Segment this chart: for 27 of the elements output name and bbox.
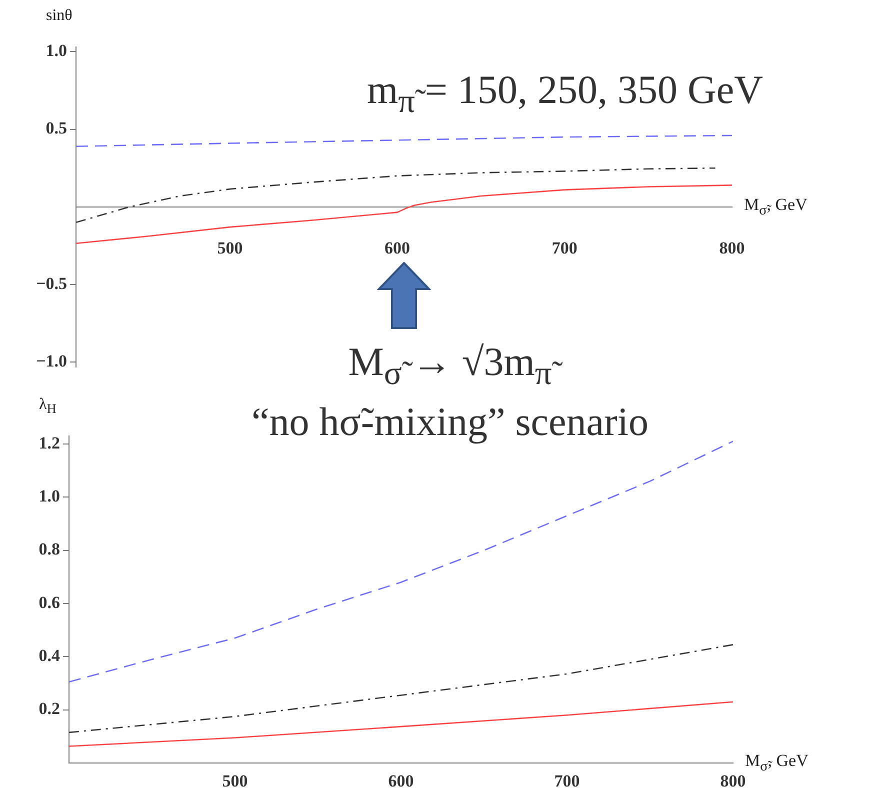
y-tick-label: 1.0 (38, 486, 60, 506)
x-tick-label: 500 (222, 772, 248, 791)
x-axis-title: M$_{σ̃}$, GeV (744, 194, 808, 220)
line-series (76, 134, 732, 148)
y-tick-label: 0.6 (38, 592, 60, 612)
y-tick-label: 0.2 (38, 699, 60, 718)
y-tick-label: −1.0 (36, 352, 67, 371)
line-series (76, 167, 716, 224)
y-tick-label: 1.0 (46, 41, 67, 60)
y-tick-label: 0.5 (46, 118, 67, 138)
x-tick-label: 800 (719, 238, 745, 258)
annotation: m$_{π̃}$ = 150, 250, 350 GeV (366, 66, 764, 121)
x-tick-label: 600 (388, 772, 414, 791)
y-tick-label: 1.2 (38, 433, 60, 452)
y-axis-title: λ$_{H}$ (39, 396, 56, 418)
x-tick-label: 500 (217, 238, 243, 258)
x-axis-title: M$_{σ̃}$, GeV (745, 751, 808, 775)
y-tick-label: 0.8 (38, 540, 60, 559)
x-tick-label: 700 (554, 772, 580, 791)
x-tick-label: 700 (552, 238, 578, 258)
y-axis-title: sinθ (46, 7, 72, 25)
y-tick-label: −0.5 (36, 274, 67, 293)
line-series (69, 644, 733, 734)
y-tick-label: 0.4 (38, 646, 60, 666)
annotation: “no hσ̃-mixing” scenario (252, 398, 648, 445)
x-tick-label: 800 (720, 772, 746, 791)
x-tick-label: 600 (384, 238, 410, 258)
